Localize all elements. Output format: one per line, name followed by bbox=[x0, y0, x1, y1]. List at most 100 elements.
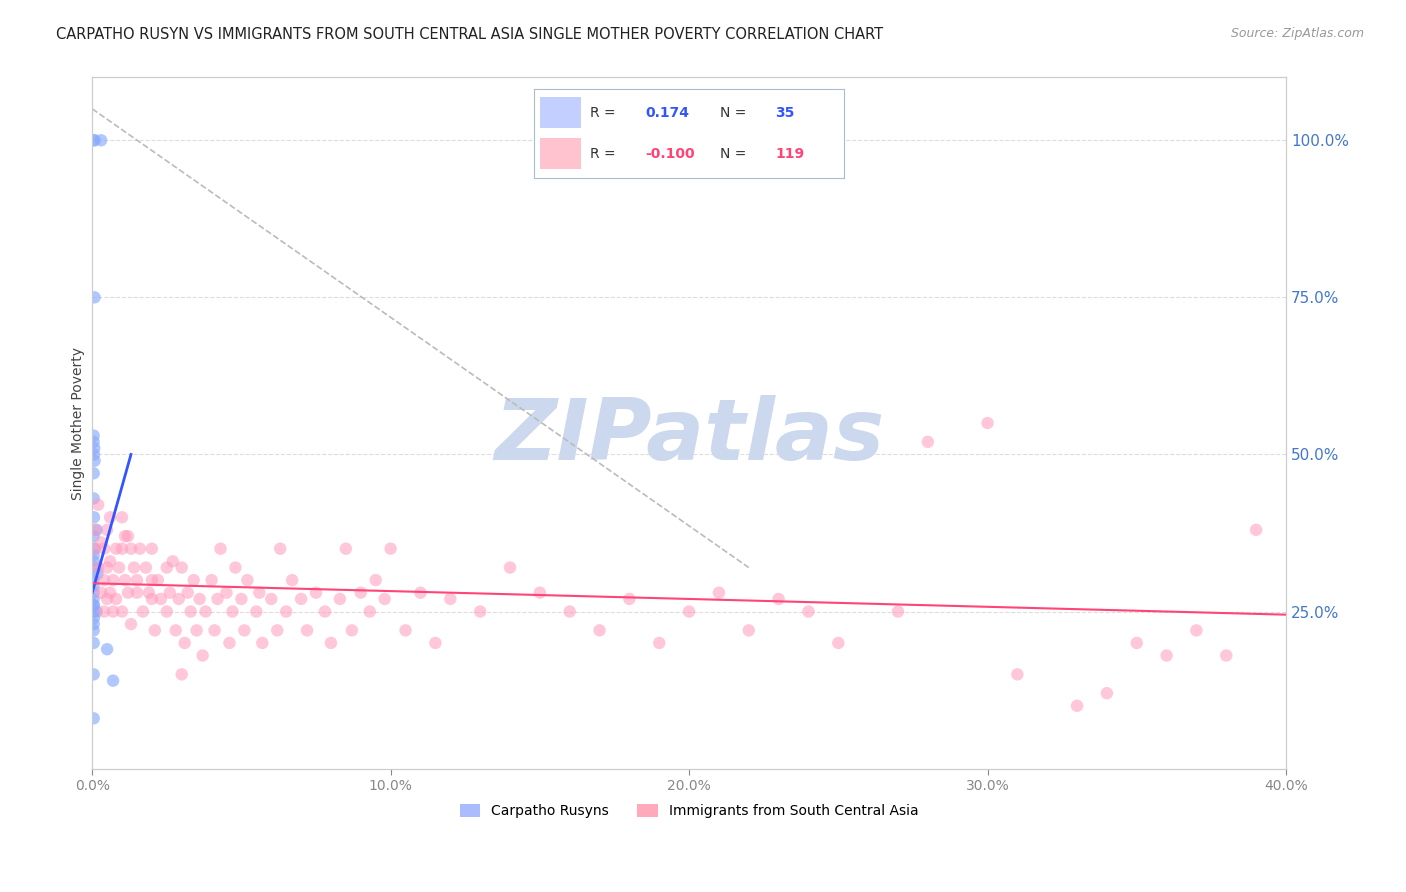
Point bbox=[98, 510, 121, 524]
Point bbox=[236, 573, 259, 587]
Point bbox=[350, 585, 373, 599]
Point bbox=[98, 554, 121, 568]
Legend: Carpatho Rusyns, Immigrants from South Central Asia: Carpatho Rusyns, Immigrants from South C… bbox=[454, 798, 924, 824]
Point bbox=[252, 636, 274, 650]
Point bbox=[165, 624, 187, 638]
Point bbox=[314, 605, 336, 619]
Point bbox=[101, 605, 124, 619]
Point bbox=[738, 624, 761, 638]
Point bbox=[105, 591, 128, 606]
Point bbox=[83, 434, 105, 449]
Point bbox=[96, 523, 118, 537]
Point bbox=[374, 591, 396, 606]
Point bbox=[499, 560, 522, 574]
Point bbox=[111, 605, 134, 619]
Point bbox=[1066, 698, 1088, 713]
Point bbox=[120, 541, 142, 556]
Point bbox=[83, 290, 105, 304]
Point bbox=[678, 605, 700, 619]
Point bbox=[233, 624, 256, 638]
Point bbox=[380, 541, 402, 556]
Point bbox=[204, 624, 226, 638]
Point bbox=[976, 416, 998, 430]
Point bbox=[83, 133, 105, 147]
Point bbox=[200, 573, 222, 587]
Point bbox=[105, 541, 128, 556]
Point bbox=[266, 624, 288, 638]
Point bbox=[1185, 624, 1208, 638]
Point bbox=[558, 605, 581, 619]
Point bbox=[409, 585, 432, 599]
Point bbox=[101, 573, 124, 587]
Bar bbox=[540, 138, 581, 169]
Point bbox=[162, 554, 184, 568]
Point bbox=[149, 591, 172, 606]
Point bbox=[83, 599, 105, 613]
Text: 0.174: 0.174 bbox=[645, 106, 689, 120]
Point bbox=[83, 579, 105, 593]
Point bbox=[295, 624, 318, 638]
Point bbox=[529, 585, 551, 599]
Point bbox=[83, 454, 105, 468]
Point bbox=[588, 624, 610, 638]
Point bbox=[364, 573, 387, 587]
Point bbox=[132, 605, 155, 619]
Point bbox=[167, 591, 190, 606]
Point bbox=[231, 591, 253, 606]
Point bbox=[83, 585, 105, 599]
Point bbox=[129, 541, 152, 556]
Text: R =: R = bbox=[591, 147, 616, 161]
Point bbox=[260, 591, 283, 606]
Point bbox=[114, 573, 136, 587]
Text: N =: N = bbox=[720, 147, 747, 161]
Point bbox=[191, 648, 214, 663]
Point bbox=[87, 498, 110, 512]
Point bbox=[84, 541, 107, 556]
Text: CARPATHO RUSYN VS IMMIGRANTS FROM SOUTH CENTRAL ASIA SINGLE MOTHER POVERTY CORRE: CARPATHO RUSYN VS IMMIGRANTS FROM SOUTH … bbox=[56, 27, 883, 42]
Point bbox=[111, 541, 134, 556]
Point bbox=[83, 548, 105, 562]
Text: ZIPatlas: ZIPatlas bbox=[494, 395, 884, 478]
Text: -0.100: -0.100 bbox=[645, 147, 695, 161]
Point bbox=[141, 591, 163, 606]
Point bbox=[319, 636, 342, 650]
Point bbox=[93, 541, 115, 556]
Point bbox=[135, 560, 157, 574]
Point bbox=[83, 428, 105, 442]
Point bbox=[111, 510, 134, 524]
Point bbox=[83, 605, 105, 619]
Point bbox=[170, 667, 193, 681]
Point bbox=[186, 624, 208, 638]
Text: N =: N = bbox=[720, 106, 747, 120]
Point bbox=[83, 510, 105, 524]
Point bbox=[156, 560, 179, 574]
Point bbox=[83, 591, 105, 606]
Text: R =: R = bbox=[591, 106, 616, 120]
Point bbox=[83, 667, 105, 681]
Point bbox=[83, 441, 105, 455]
Point bbox=[827, 636, 849, 650]
Point bbox=[83, 599, 105, 613]
Point bbox=[96, 642, 118, 657]
Point bbox=[335, 541, 357, 556]
Point bbox=[101, 673, 124, 688]
Point bbox=[117, 529, 139, 543]
Point bbox=[143, 624, 166, 638]
Point bbox=[173, 636, 195, 650]
Point bbox=[176, 585, 198, 599]
Text: 119: 119 bbox=[776, 147, 804, 161]
Point bbox=[156, 605, 179, 619]
Point bbox=[425, 636, 447, 650]
Point bbox=[141, 541, 163, 556]
Point bbox=[83, 711, 105, 725]
Point bbox=[125, 573, 148, 587]
Point bbox=[93, 573, 115, 587]
Point bbox=[120, 617, 142, 632]
Point bbox=[1215, 648, 1237, 663]
Point bbox=[221, 605, 243, 619]
Point bbox=[768, 591, 790, 606]
Point bbox=[1007, 667, 1029, 681]
Point bbox=[180, 605, 202, 619]
Point bbox=[108, 560, 131, 574]
Point bbox=[141, 573, 163, 587]
